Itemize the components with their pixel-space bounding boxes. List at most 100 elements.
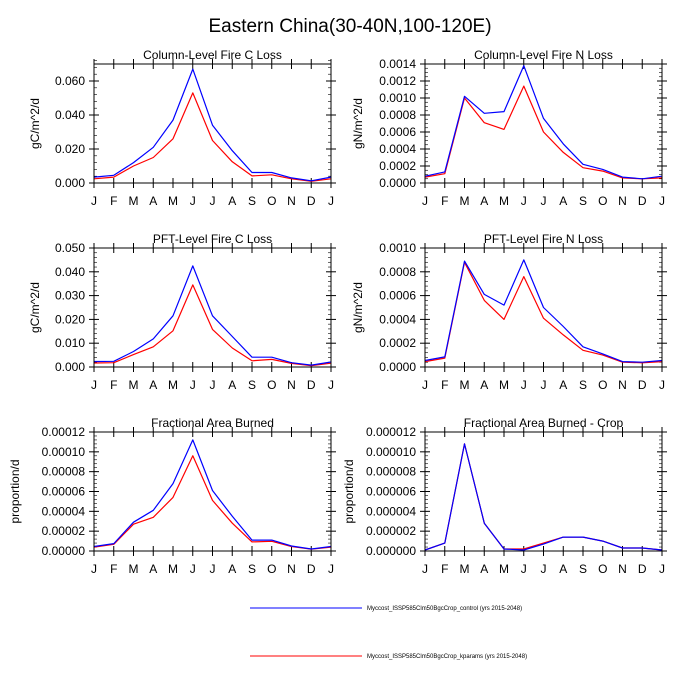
plot-frame: [93, 431, 332, 552]
x-tick-label: J: [659, 378, 665, 392]
x-tick-label: D: [307, 194, 316, 208]
panels: Column-Level Fire C Loss 0.000 0.020 0.040 0…: [8, 48, 667, 576]
x-tick-label: S: [248, 194, 256, 208]
series-line-control: [93, 439, 332, 550]
y-tick-label: 0.0006: [379, 289, 416, 303]
x-tick-label: J: [659, 194, 665, 208]
y-tick-label: 0.00012: [42, 425, 86, 439]
legend: Myccost_ISSP585Clm50BgcCrop_control (yrs…: [250, 606, 527, 660]
y-tick-label: 0.000012: [366, 425, 416, 439]
y-tick-label: 0.000004: [366, 504, 416, 518]
x-tick-label: F: [110, 378, 117, 392]
x-tick-label: M: [129, 194, 139, 208]
y-tick-label: 0.020: [55, 312, 85, 326]
series-line-kparams: [424, 85, 663, 180]
x-tick-label: A: [480, 194, 488, 208]
panel-col-n: Column-Level Fire N Loss 0.0000 0.0002 0.00…: [351, 48, 667, 208]
y-tick-label: 0.00010: [42, 445, 86, 459]
plot-frame: [93, 247, 332, 368]
x-tick-label: M: [168, 194, 178, 208]
x-tick-label: O: [267, 562, 276, 576]
figure-title: Eastern China(30-40N,100-120E): [208, 16, 491, 37]
x-tick-label: N: [287, 194, 296, 208]
series-line-kparams: [93, 284, 332, 367]
y-tick-label: 0.0008: [379, 108, 416, 122]
y-tick-label: 0.0004: [379, 142, 416, 156]
y-tick-label: 0.060: [55, 74, 85, 88]
x-tick-label: N: [618, 378, 627, 392]
series-line-control: [424, 443, 663, 551]
y-tick-label: 0.0002: [379, 159, 416, 173]
x-tick-label: A: [480, 562, 488, 576]
x-tick-label: F: [441, 562, 448, 576]
x-tick-label: O: [267, 378, 276, 392]
x-tick-label: M: [499, 194, 509, 208]
x-tick-label: D: [307, 378, 316, 392]
x-tick-label: A: [228, 378, 236, 392]
panel-title: PFT-Level Fire N Loss: [484, 232, 603, 246]
x-tick-label: J: [190, 378, 196, 392]
x-tick-label: O: [598, 378, 607, 392]
x-tick-label: J: [91, 378, 97, 392]
x-tick-label: A: [149, 562, 157, 576]
plot-frame: [424, 247, 663, 368]
x-tick-label: A: [559, 378, 567, 392]
panel-title: Fractional Area Burned: [151, 416, 274, 430]
panel-fab: Fractional Area Burned 0.00000 0.00002 0.00…: [8, 416, 336, 576]
x-tick-label: M: [129, 378, 139, 392]
x-tick-label: S: [579, 378, 587, 392]
x-tick-label: F: [441, 194, 448, 208]
y-tick-label: 0.00002: [42, 524, 86, 538]
y-tick-label: 0.040: [55, 108, 85, 122]
x-tick-label: N: [287, 378, 296, 392]
x-tick-label: J: [521, 194, 527, 208]
y-tick-label: 0.00004: [42, 504, 86, 518]
panel-pft-c: PFT-Level Fire C Loss 0.000 0.010 0.020 0.03…: [28, 232, 336, 392]
y-axis-label: gN/m^2/d: [351, 98, 365, 149]
y-axis-label: gN/m^2/d: [351, 282, 365, 333]
legend-label-kparams: Myccost_ISSP585Clm50BgcCrop_kparams (yrs…: [367, 654, 527, 660]
y-tick-label: 0.00008: [42, 465, 86, 479]
y-tick-label: 0.000000: [366, 544, 416, 558]
x-tick-label: J: [521, 378, 527, 392]
plot-frame: [93, 63, 332, 184]
x-tick-label: O: [598, 194, 607, 208]
x-tick-label: S: [579, 194, 587, 208]
series-line-kparams: [424, 443, 663, 551]
y-tick-label: 0.040: [55, 265, 85, 279]
x-tick-label: F: [110, 194, 117, 208]
x-tick-label: M: [499, 378, 509, 392]
y-tick-label: 0.0012: [379, 74, 416, 88]
x-tick-label: M: [499, 562, 509, 576]
y-tick-label: 0.0004: [379, 312, 416, 326]
series-line-kparams: [93, 455, 332, 550]
x-tick-label: J: [422, 378, 428, 392]
x-tick-label: J: [659, 562, 665, 576]
x-tick-label: S: [248, 562, 256, 576]
x-tick-label: M: [460, 378, 470, 392]
x-tick-label: A: [149, 378, 157, 392]
x-tick-label: M: [460, 194, 470, 208]
x-tick-label: J: [190, 562, 196, 576]
x-tick-label: A: [559, 194, 567, 208]
x-tick-label: N: [618, 562, 627, 576]
x-tick-label: J: [541, 194, 547, 208]
x-tick-label: M: [460, 562, 470, 576]
panel-title: Column-Level Fire N Loss: [474, 48, 613, 62]
y-axis-label: gC/m^2/d: [28, 98, 42, 149]
series-line-control: [424, 65, 663, 180]
y-tick-label: 0.0010: [379, 241, 416, 255]
y-tick-label: 0.00000: [42, 544, 86, 558]
y-tick-label: 0.0008: [379, 265, 416, 279]
x-tick-label: D: [307, 562, 316, 576]
x-tick-label: N: [618, 194, 627, 208]
x-tick-label: J: [541, 378, 547, 392]
series-line-control: [424, 259, 663, 363]
x-tick-label: A: [559, 562, 567, 576]
x-tick-label: J: [328, 562, 334, 576]
x-tick-label: S: [579, 562, 587, 576]
x-tick-label: D: [638, 194, 647, 208]
x-tick-label: J: [328, 194, 334, 208]
x-tick-label: N: [287, 562, 296, 576]
y-tick-label: 0.050: [55, 241, 85, 255]
